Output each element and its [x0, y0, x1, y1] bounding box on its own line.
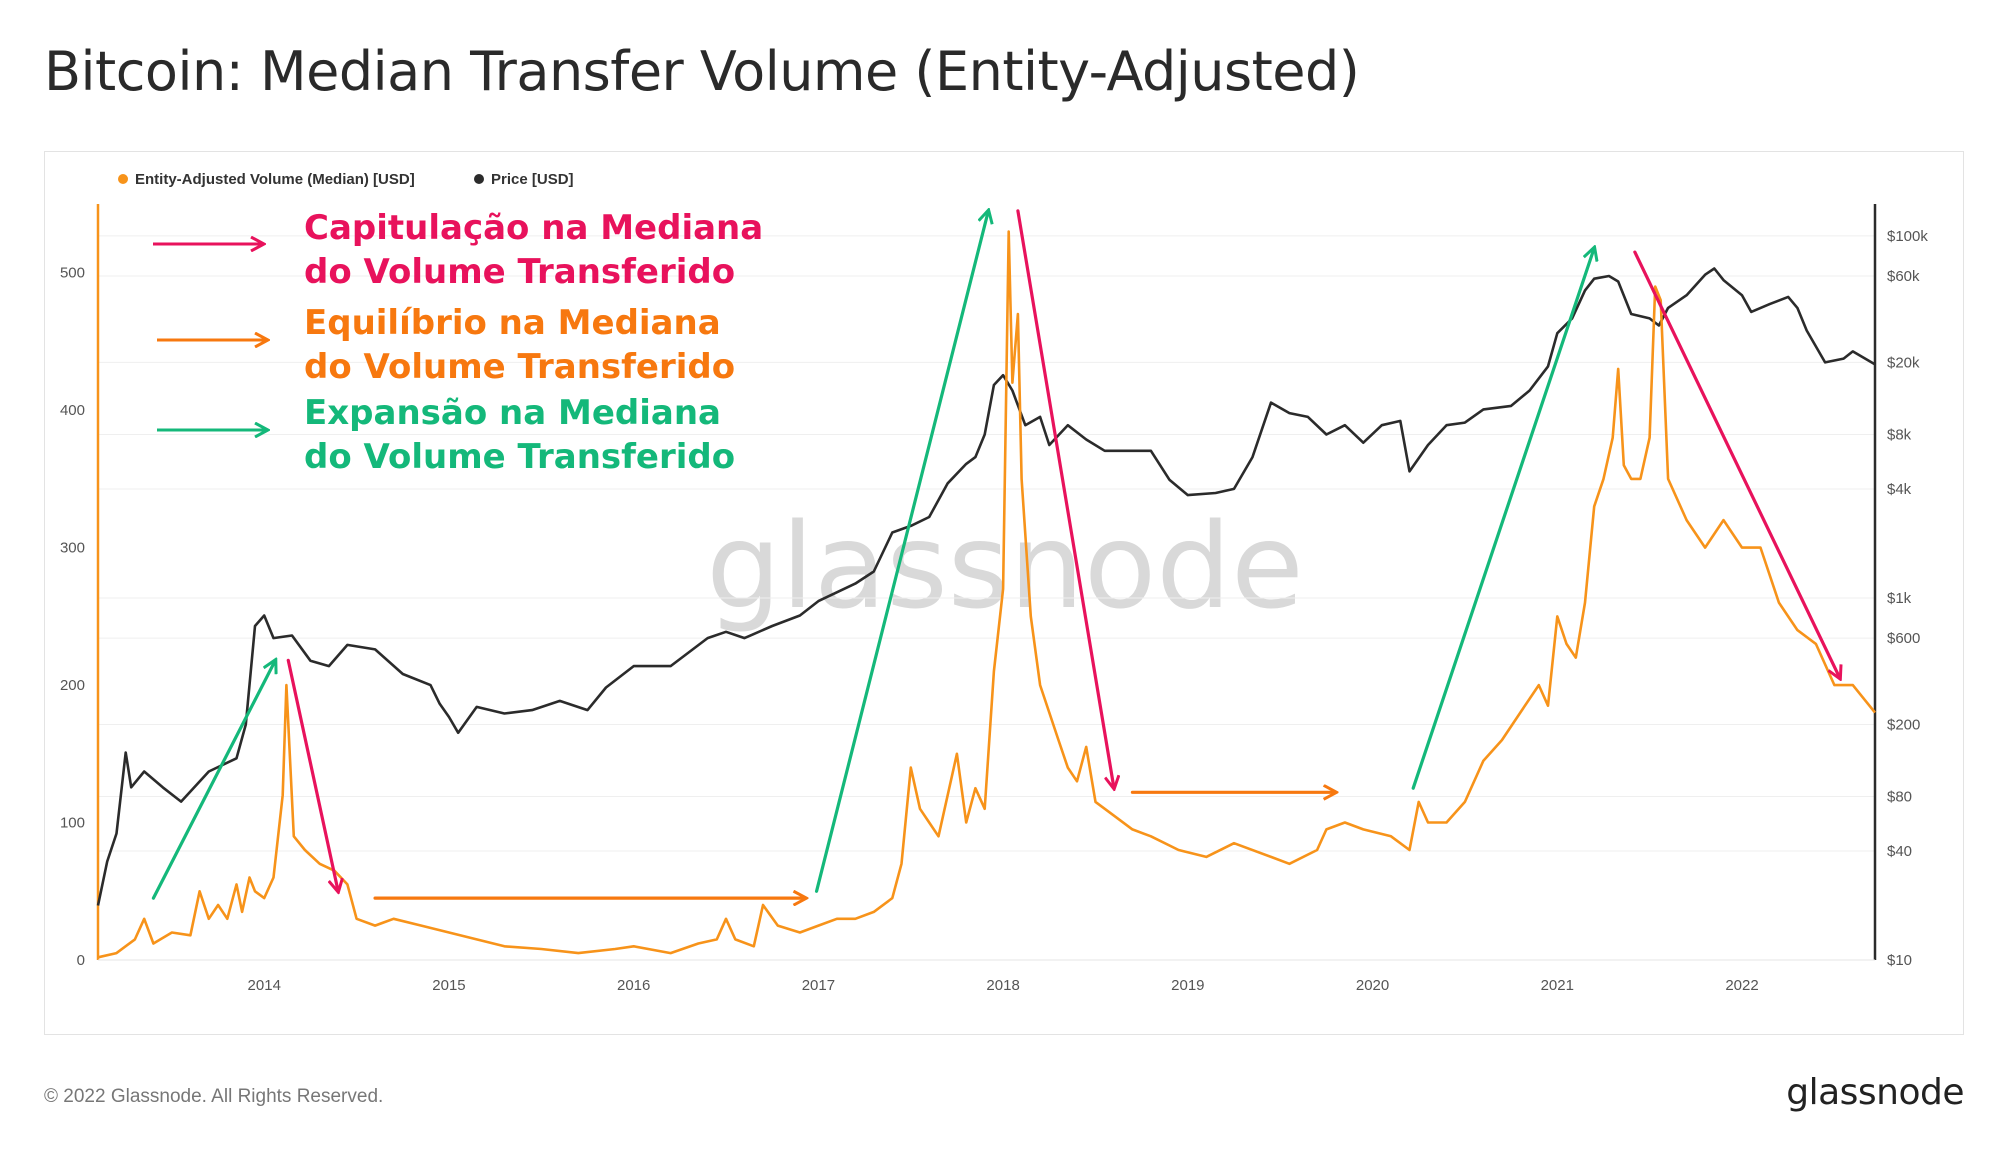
right-tick-label: $1k [1887, 590, 1912, 607]
glassnode-logo[interactable]: glassnode [1786, 1072, 1964, 1113]
left-tick-label: 100 [60, 815, 85, 832]
footer-copyright: © 2022 Glassnode. All Rights Reserved. [44, 1086, 384, 1107]
annotation-capitulation-line1: Capitulação na Mediana [304, 208, 763, 248]
left-tick-label: 400 [60, 402, 85, 419]
trend-arrow-expansion [1411, 248, 1594, 790]
right-tick-label: $200 [1887, 716, 1920, 733]
trend-arrow-capitulation [1016, 209, 1114, 788]
x-tick-label: 2021 [1541, 977, 1574, 994]
legend-swatch-price [474, 174, 484, 184]
left-tick-label: 300 [60, 540, 85, 557]
volume-series-line [97, 230, 1877, 959]
annotation-capitulation-line2: do Volume Transferido [304, 252, 735, 292]
right-tick-label: $600 [1887, 630, 1920, 647]
annotation-equilibrium-line1: Equilíbrio na Mediana [304, 303, 721, 343]
annotation-legend: Capitulação na Mediana do Volume Transfe… [153, 208, 763, 477]
price-series-line [96, 267, 1876, 906]
x-tick-label: 2016 [617, 977, 650, 994]
legend-swatch-volume [118, 174, 128, 184]
trend-arrow-capitulation [1633, 250, 1840, 678]
right-tick-label: $10 [1887, 952, 1912, 969]
chart-container: Entity-Adjusted Volume (Median) [USD] Pr… [44, 151, 1964, 1035]
annotation-equilibrium-line2: do Volume Transferido [304, 347, 735, 387]
trend-arrows [151, 209, 1840, 900]
chart-svg: Entity-Adjusted Volume (Median) [USD] Pr… [60, 171, 1928, 994]
x-tick-label: 2018 [986, 977, 1019, 994]
chart-legend: Entity-Adjusted Volume (Median) [USD] Pr… [118, 171, 574, 188]
right-axis-ticks: $10 $40 $80 $200 $600 $1k $4k $8k $20k $60k $100k [1887, 228, 1928, 969]
x-tick-label: 2017 [802, 977, 835, 994]
annotation-expansion-line1: Expansão na Mediana [304, 393, 721, 433]
right-tick-label: $100k [1887, 228, 1928, 245]
x-tick-label: 2019 [1171, 977, 1204, 994]
right-tick-label: $60k [1887, 268, 1920, 285]
trend-arrow-capitulation [286, 658, 338, 891]
legend-label-volume: Entity-Adjusted Volume (Median) [USD] [135, 171, 415, 188]
right-tick-label: $80 [1887, 789, 1912, 806]
left-tick-label: 0 [77, 952, 85, 969]
legend-label-price: Price [USD] [491, 171, 574, 188]
x-tick-label: 2014 [248, 977, 281, 994]
x-tick-label: 2022 [1725, 977, 1758, 994]
right-tick-label: $20k [1887, 354, 1920, 371]
page-title: Bitcoin: Median Transfer Volume (Entity-… [44, 40, 1360, 103]
left-tick-label: 500 [60, 265, 85, 282]
right-tick-label: $8k [1887, 426, 1912, 443]
right-tick-label: $40 [1887, 843, 1912, 860]
x-tick-label: 2015 [432, 977, 465, 994]
right-tick-label: $4k [1887, 481, 1912, 498]
trend-arrow-expansion [151, 660, 275, 900]
trend-arrow-expansion [814, 211, 989, 893]
left-tick-label: 200 [60, 677, 85, 694]
grid-lines [98, 235, 1875, 961]
annotation-expansion-line2: do Volume Transferido [304, 437, 735, 477]
left-axis-ticks: 0 100 200 300 400 500 [60, 265, 85, 969]
x-tick-label: 2020 [1356, 977, 1389, 994]
x-axis-ticks: 2014 2015 2016 2017 2018 2019 2020 2021 2022 [248, 977, 1759, 994]
